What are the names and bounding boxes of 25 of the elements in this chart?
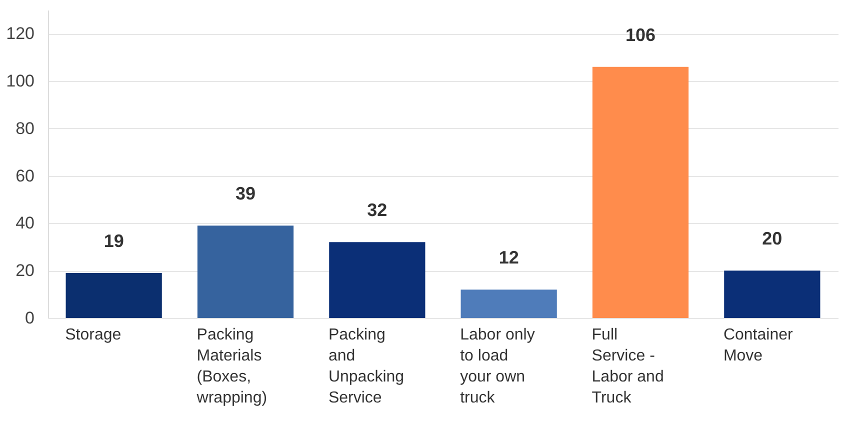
y-tick-label: 0 (25, 308, 34, 328)
bar (460, 290, 557, 318)
y-tick-label: 20 (16, 261, 34, 280)
bar (724, 270, 820, 318)
data-label: 19 (104, 230, 124, 251)
y-tick-label: 40 (16, 214, 34, 233)
data-label: 12 (498, 248, 519, 268)
x-tick-label: Packing and Unpacking Service (328, 326, 404, 406)
y-tick-label: 100 (6, 72, 34, 91)
y-tick-label: 60 (16, 166, 34, 186)
data-label: 39 (235, 184, 256, 204)
x-tick-label: Full Service - Labor and Truck (592, 326, 664, 406)
y-tick-label: 80 (16, 118, 34, 138)
data-label: 20 (762, 228, 782, 249)
bar (329, 242, 426, 318)
x-tick-label: Storage (65, 326, 122, 344)
x-tick-label: Labor only to load your own truck (460, 326, 535, 406)
bar (592, 66, 689, 318)
bar (66, 272, 162, 318)
y-tick-label: 120 (6, 24, 34, 44)
x-tick-label: Container Move (723, 326, 794, 364)
bar (197, 226, 294, 318)
data-label: 32 (367, 200, 388, 220)
x-tick-label: Packing Materials (Boxes, wrapping) (196, 326, 268, 406)
data-label: 106 (625, 24, 656, 45)
